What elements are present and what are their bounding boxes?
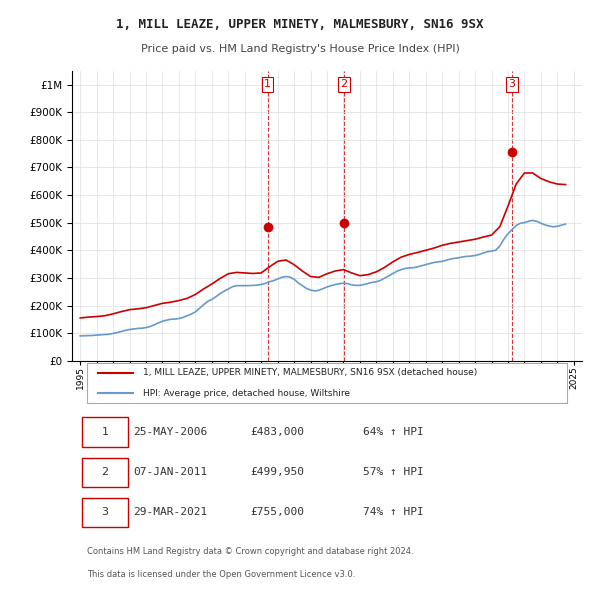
Text: 3: 3 [509,80,515,90]
Text: 1, MILL LEAZE, UPPER MINETY, MALMESBURY, SN16 9SX (detached house): 1, MILL LEAZE, UPPER MINETY, MALMESBURY,… [143,368,478,377]
Text: Price paid vs. HM Land Registry's House Price Index (HPI): Price paid vs. HM Land Registry's House … [140,44,460,54]
Text: 25-MAY-2006: 25-MAY-2006 [133,427,208,437]
Text: HPI: Average price, detached house, Wiltshire: HPI: Average price, detached house, Wilt… [143,389,350,398]
Text: 29-MAR-2021: 29-MAR-2021 [133,507,208,517]
Text: 2: 2 [340,80,347,90]
Text: 07-JAN-2011: 07-JAN-2011 [133,467,208,477]
FancyBboxPatch shape [82,498,128,527]
Text: £499,950: £499,950 [251,467,305,477]
Text: 1: 1 [264,80,271,90]
Text: 3: 3 [101,507,109,517]
FancyBboxPatch shape [82,417,128,447]
Text: 64% ↑ HPI: 64% ↑ HPI [362,427,424,437]
FancyBboxPatch shape [82,457,128,487]
Text: 2: 2 [101,467,109,477]
Text: 1: 1 [101,427,109,437]
Text: 74% ↑ HPI: 74% ↑ HPI [362,507,424,517]
Text: £483,000: £483,000 [251,427,305,437]
Text: 57% ↑ HPI: 57% ↑ HPI [362,467,424,477]
Text: £755,000: £755,000 [251,507,305,517]
Text: Contains HM Land Registry data © Crown copyright and database right 2024.: Contains HM Land Registry data © Crown c… [88,547,414,556]
FancyBboxPatch shape [88,363,567,403]
Text: This data is licensed under the Open Government Licence v3.0.: This data is licensed under the Open Gov… [88,571,356,579]
Text: 1, MILL LEAZE, UPPER MINETY, MALMESBURY, SN16 9SX: 1, MILL LEAZE, UPPER MINETY, MALMESBURY,… [116,18,484,31]
